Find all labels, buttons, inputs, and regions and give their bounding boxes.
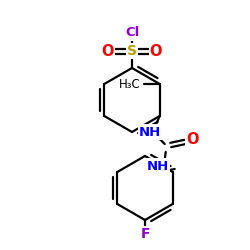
Text: Cl: Cl [125, 26, 139, 40]
Text: S: S [127, 44, 137, 58]
Text: NH: NH [146, 160, 169, 172]
Text: O: O [102, 44, 114, 59]
Text: O: O [186, 132, 199, 148]
Text: O: O [150, 44, 162, 59]
Text: F: F [140, 227, 150, 241]
Text: NH: NH [138, 126, 161, 138]
Text: H₃C: H₃C [119, 78, 141, 90]
